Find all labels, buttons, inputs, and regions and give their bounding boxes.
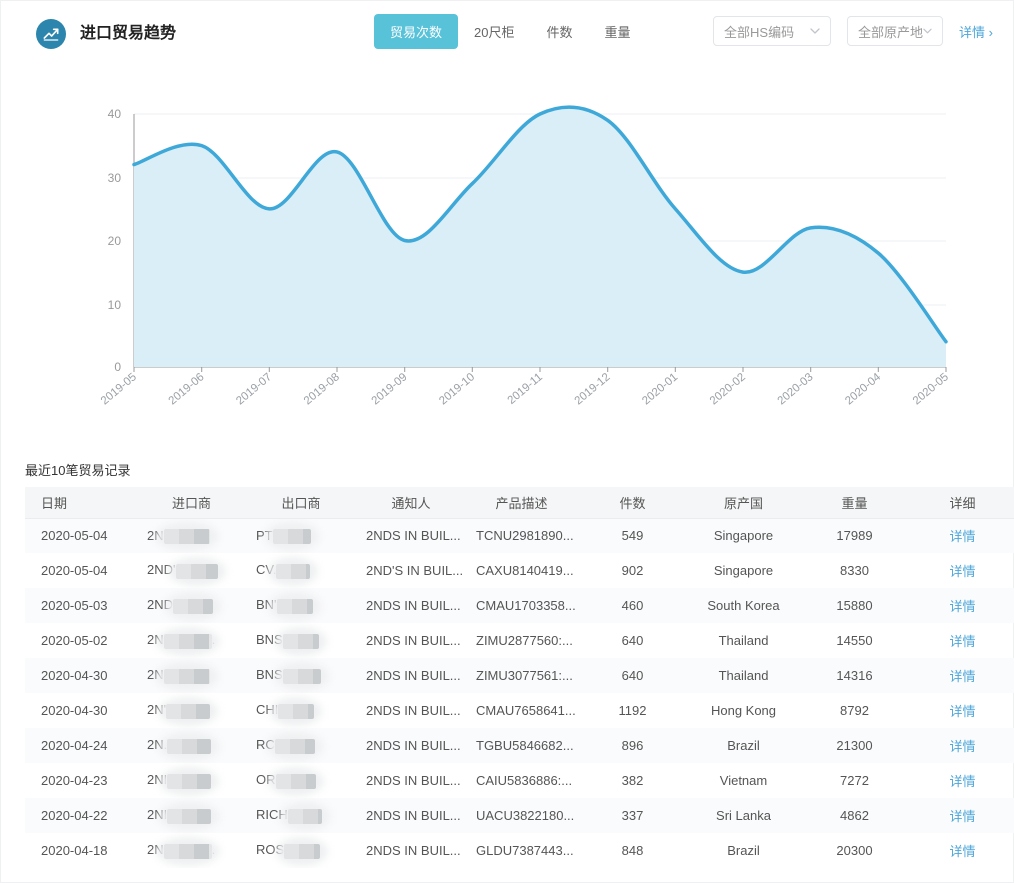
- svg-text:2019-10: 2019-10: [437, 371, 477, 406]
- svg-text:40: 40: [108, 107, 122, 121]
- svg-text:30: 30: [108, 171, 122, 185]
- svg-text:0: 0: [114, 360, 121, 374]
- svg-text:2020-02: 2020-02: [708, 371, 748, 406]
- svg-text:2019-11: 2019-11: [506, 371, 545, 406]
- svg-text:2019-08: 2019-08: [302, 371, 342, 406]
- svg-text:2020-04: 2020-04: [843, 371, 884, 406]
- svg-text:2020-05: 2020-05: [911, 371, 951, 406]
- svg-text:2020-01: 2020-01: [640, 371, 680, 406]
- svg-text:2019-05: 2019-05: [99, 371, 139, 406]
- svg-text:2019-12: 2019-12: [573, 371, 613, 406]
- svg-text:2020-03: 2020-03: [776, 371, 816, 406]
- svg-text:2019-06: 2019-06: [167, 371, 207, 406]
- svg-text:2019-07: 2019-07: [234, 371, 274, 406]
- svg-text:2019-09: 2019-09: [370, 371, 410, 406]
- svg-text:20: 20: [108, 234, 122, 248]
- svg-text:10: 10: [108, 298, 122, 312]
